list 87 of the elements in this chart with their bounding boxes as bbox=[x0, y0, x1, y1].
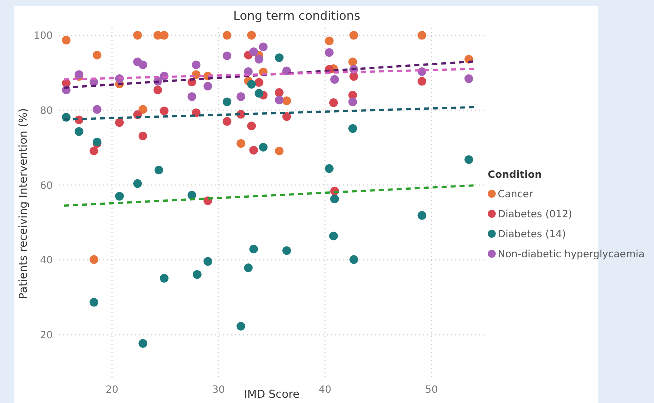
point bbox=[115, 118, 124, 128]
point bbox=[254, 89, 264, 98]
point bbox=[188, 92, 196, 102]
point bbox=[250, 146, 258, 155]
point bbox=[244, 264, 253, 272]
point bbox=[222, 31, 232, 40]
point bbox=[222, 98, 232, 107]
point bbox=[348, 124, 358, 134]
point bbox=[329, 232, 338, 241]
point bbox=[418, 211, 427, 220]
y-tick-label: 80 bbox=[40, 106, 53, 117]
point bbox=[193, 270, 202, 280]
x-tick-label: 20 bbox=[106, 385, 119, 396]
point bbox=[348, 98, 358, 107]
point bbox=[160, 31, 169, 40]
point bbox=[236, 322, 246, 331]
point bbox=[138, 105, 148, 114]
y-tick-label: 100 bbox=[34, 30, 53, 42]
point bbox=[259, 143, 268, 152]
x-tick-label: 30 bbox=[212, 385, 226, 396]
point bbox=[236, 139, 246, 148]
point bbox=[348, 58, 358, 66]
point bbox=[62, 36, 71, 45]
point bbox=[254, 78, 264, 88]
point bbox=[138, 60, 148, 70]
point bbox=[115, 192, 124, 201]
legend-label: Non-diabetic hyperglycaemia bbox=[498, 250, 645, 260]
point bbox=[154, 166, 164, 175]
x-axis-title: IMD Score bbox=[244, 388, 300, 401]
legend-label: Diabetes (012) bbox=[498, 210, 573, 220]
chart-title: Long term conditions bbox=[234, 9, 360, 23]
x-tick-label: 40 bbox=[318, 385, 332, 396]
legend-label: Diabetes (14) bbox=[498, 230, 566, 240]
point bbox=[154, 86, 162, 95]
point bbox=[247, 31, 256, 40]
point bbox=[138, 132, 148, 141]
x-tick-label: 50 bbox=[425, 385, 438, 396]
point bbox=[259, 42, 268, 52]
point bbox=[282, 112, 292, 122]
point bbox=[275, 88, 284, 98]
point bbox=[133, 31, 142, 40]
point bbox=[192, 60, 201, 70]
point bbox=[222, 52, 232, 60]
point bbox=[250, 244, 258, 254]
point bbox=[418, 31, 427, 40]
point bbox=[464, 74, 474, 84]
point bbox=[330, 75, 340, 84]
y-tick-label: 40 bbox=[40, 256, 53, 267]
point bbox=[160, 274, 169, 283]
point bbox=[90, 146, 99, 156]
point bbox=[350, 31, 358, 40]
point bbox=[464, 155, 474, 164]
y-axis-title: Patients receiving Intervention (%) bbox=[17, 108, 30, 300]
point bbox=[325, 48, 334, 58]
point bbox=[350, 72, 358, 82]
point bbox=[74, 127, 84, 136]
point bbox=[275, 96, 284, 105]
point bbox=[330, 194, 340, 204]
point bbox=[282, 246, 292, 256]
legend-label: Cancer bbox=[498, 190, 534, 200]
point bbox=[325, 36, 334, 46]
point bbox=[254, 55, 264, 64]
point bbox=[222, 117, 232, 126]
point bbox=[275, 54, 284, 62]
legend-title: Condition bbox=[488, 170, 542, 181]
point bbox=[138, 339, 148, 348]
point bbox=[275, 146, 284, 156]
point bbox=[236, 92, 246, 102]
y-tick-label: 60 bbox=[40, 180, 53, 192]
point bbox=[92, 105, 102, 114]
point bbox=[329, 98, 338, 108]
point bbox=[250, 48, 258, 56]
point bbox=[247, 80, 256, 89]
point bbox=[418, 77, 427, 86]
point bbox=[92, 50, 102, 60]
point bbox=[350, 255, 358, 264]
point bbox=[325, 164, 334, 174]
point bbox=[90, 255, 99, 264]
point bbox=[282, 96, 292, 106]
point bbox=[247, 122, 256, 130]
point bbox=[204, 82, 212, 91]
point bbox=[133, 179, 142, 188]
y-tick-label: 20 bbox=[40, 330, 53, 342]
point bbox=[204, 257, 212, 266]
point bbox=[90, 298, 99, 307]
point bbox=[188, 191, 196, 200]
point bbox=[160, 106, 169, 116]
